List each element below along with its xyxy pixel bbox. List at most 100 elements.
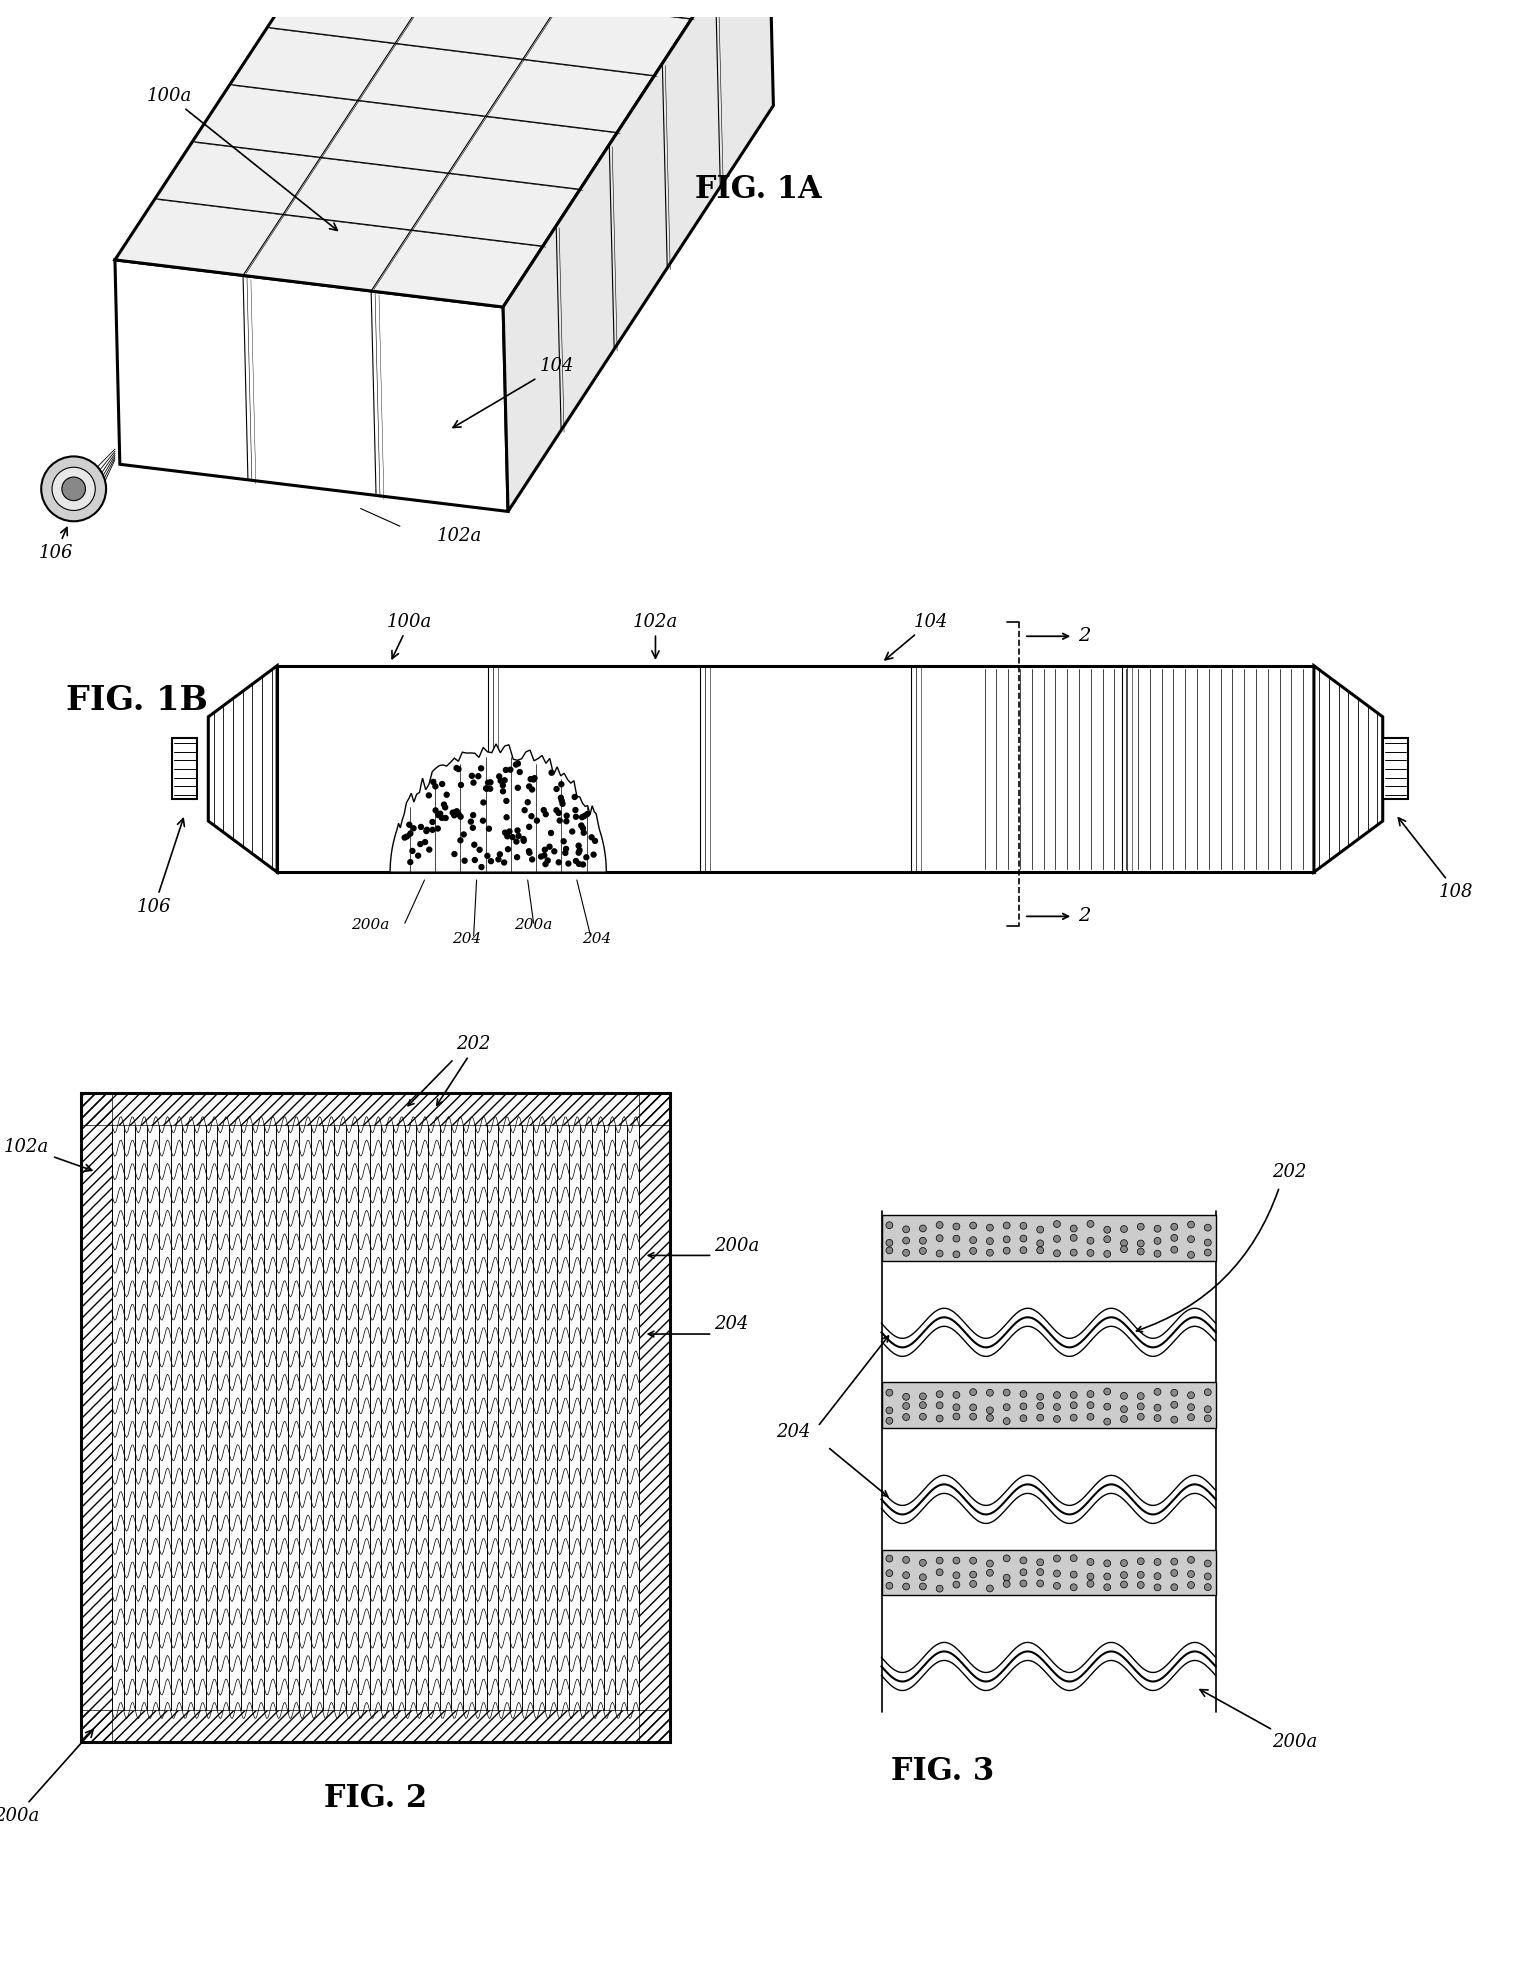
Circle shape — [577, 843, 581, 849]
Circle shape — [903, 1557, 909, 1563]
Circle shape — [504, 833, 509, 839]
Circle shape — [886, 1223, 892, 1229]
Circle shape — [557, 819, 563, 823]
Circle shape — [452, 809, 457, 815]
Circle shape — [1104, 1227, 1110, 1233]
Circle shape — [1020, 1390, 1027, 1398]
Circle shape — [1003, 1404, 1010, 1411]
Circle shape — [1070, 1402, 1077, 1409]
Circle shape — [541, 807, 546, 813]
Circle shape — [472, 857, 477, 863]
Circle shape — [528, 777, 534, 781]
Bar — [638, 1093, 671, 1741]
Circle shape — [541, 853, 548, 859]
Circle shape — [497, 851, 503, 857]
Bar — [1383, 738, 1409, 799]
Circle shape — [532, 775, 537, 781]
Circle shape — [543, 861, 548, 867]
Circle shape — [472, 843, 477, 847]
Circle shape — [1070, 1584, 1077, 1590]
Circle shape — [1170, 1571, 1178, 1576]
Circle shape — [511, 835, 515, 839]
Circle shape — [508, 767, 512, 771]
Circle shape — [523, 807, 528, 813]
Circle shape — [1121, 1227, 1127, 1233]
Circle shape — [954, 1404, 960, 1411]
Circle shape — [1054, 1415, 1060, 1421]
Text: 202: 202 — [457, 1036, 491, 1054]
Circle shape — [937, 1415, 943, 1421]
Circle shape — [514, 761, 518, 767]
Circle shape — [558, 781, 564, 787]
Circle shape — [1187, 1250, 1195, 1258]
Circle shape — [478, 765, 483, 771]
Circle shape — [458, 815, 463, 819]
Circle shape — [1137, 1559, 1144, 1565]
Circle shape — [581, 813, 588, 819]
Circle shape — [495, 857, 501, 863]
Circle shape — [886, 1582, 892, 1588]
Text: 100a: 100a — [388, 612, 432, 658]
Circle shape — [1137, 1413, 1144, 1419]
Circle shape — [558, 795, 563, 801]
Circle shape — [1020, 1580, 1027, 1586]
Circle shape — [454, 809, 460, 813]
Text: 200a: 200a — [0, 1730, 94, 1825]
Circle shape — [497, 773, 501, 779]
Circle shape — [580, 863, 586, 867]
Circle shape — [560, 799, 564, 803]
Circle shape — [486, 827, 492, 831]
Circle shape — [1037, 1580, 1044, 1586]
Bar — [881, 1382, 1215, 1429]
Circle shape — [986, 1248, 994, 1256]
Polygon shape — [115, 0, 769, 306]
Circle shape — [469, 819, 474, 825]
Bar — [881, 1215, 1215, 1260]
Circle shape — [1137, 1248, 1144, 1254]
Circle shape — [1054, 1221, 1060, 1227]
Bar — [881, 1549, 1215, 1596]
Circle shape — [572, 795, 577, 799]
Circle shape — [1054, 1235, 1060, 1242]
Circle shape — [424, 827, 429, 833]
Circle shape — [1070, 1235, 1077, 1241]
Circle shape — [1003, 1246, 1010, 1254]
Text: 200a: 200a — [351, 918, 389, 932]
Circle shape — [1154, 1573, 1161, 1580]
Circle shape — [435, 813, 441, 817]
Circle shape — [526, 849, 532, 853]
Circle shape — [580, 815, 584, 819]
Circle shape — [1003, 1390, 1010, 1396]
Text: 200a: 200a — [1200, 1690, 1317, 1751]
Circle shape — [503, 777, 508, 783]
Circle shape — [424, 829, 429, 833]
Circle shape — [1187, 1413, 1195, 1421]
Circle shape — [564, 813, 569, 819]
Circle shape — [886, 1408, 892, 1413]
Circle shape — [1003, 1574, 1010, 1580]
Circle shape — [903, 1394, 909, 1400]
Circle shape — [42, 457, 106, 521]
Circle shape — [408, 823, 412, 827]
Circle shape — [1137, 1241, 1144, 1246]
Circle shape — [589, 835, 594, 839]
Circle shape — [1020, 1223, 1027, 1229]
Circle shape — [920, 1574, 926, 1580]
Circle shape — [937, 1250, 943, 1256]
Text: 2: 2 — [1078, 907, 1090, 924]
Circle shape — [577, 861, 581, 867]
Circle shape — [428, 847, 432, 853]
Circle shape — [1137, 1223, 1144, 1231]
Circle shape — [431, 819, 435, 825]
Circle shape — [970, 1223, 977, 1229]
Circle shape — [577, 847, 581, 853]
Circle shape — [454, 765, 458, 771]
Circle shape — [1204, 1415, 1212, 1421]
Circle shape — [1020, 1235, 1027, 1242]
Circle shape — [549, 769, 554, 775]
Circle shape — [1020, 1246, 1027, 1254]
Circle shape — [970, 1390, 977, 1396]
Circle shape — [903, 1573, 909, 1578]
Circle shape — [584, 855, 589, 859]
Circle shape — [418, 825, 423, 829]
